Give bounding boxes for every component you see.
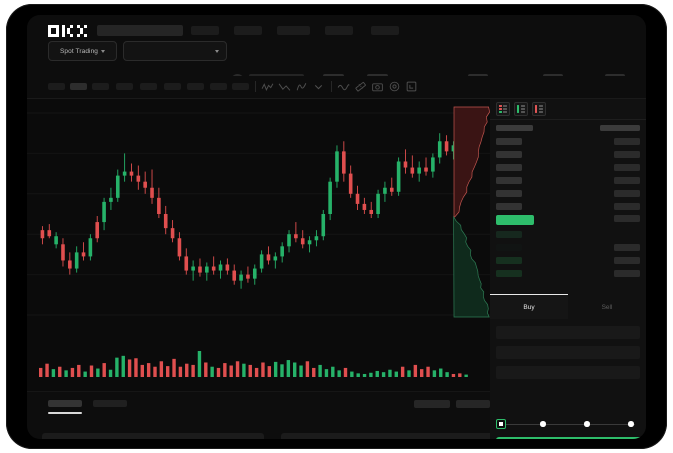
chevron-down-icon[interactable] <box>312 80 325 93</box>
orderbook-bid-row[interactable] <box>496 244 522 251</box>
gear-icon[interactable] <box>388 80 401 93</box>
interval-button-7[interactable] <box>187 83 204 90</box>
top-navigation-bar <box>27 15 646 44</box>
orderbook-ask-amount <box>614 164 640 171</box>
orderbook-ask-row[interactable] <box>496 203 522 210</box>
interval-button-3[interactable] <box>92 83 109 90</box>
stepper-step-1[interactable] <box>540 421 546 427</box>
orderbook-ask-row[interactable] <box>496 177 522 184</box>
total-field[interactable] <box>496 366 640 379</box>
orderbook-ask-row[interactable] <box>496 190 522 197</box>
indicators-icon[interactable] <box>295 80 308 93</box>
buy-sell-tab-bar: Buy Sell <box>490 294 646 319</box>
stepper-step-3[interactable] <box>628 421 634 427</box>
trading-mode-label: Spot Trading <box>59 47 99 55</box>
orderbook-bid-amount <box>614 244 640 251</box>
tab-sell[interactable]: Sell <box>601 303 613 311</box>
volume-chart[interactable] <box>27 331 490 391</box>
tab-active-underline <box>48 412 82 414</box>
interval-button-5[interactable] <box>140 83 157 90</box>
okx-logo-icon[interactable] <box>48 25 89 37</box>
tab-buy[interactable]: Buy <box>490 294 568 319</box>
ruler-icon[interactable] <box>354 80 367 93</box>
interval-button-8[interactable] <box>210 83 227 90</box>
camera-icon[interactable] <box>371 80 384 93</box>
orderbook-ask-amount <box>614 138 640 145</box>
price-field[interactable] <box>496 326 640 339</box>
orderbook-header-amount <box>600 125 640 131</box>
orderbook-ask-amount <box>614 151 640 158</box>
pair-select[interactable] <box>123 41 227 61</box>
interval-button-6[interactable] <box>164 83 181 90</box>
last-price-row <box>496 215 534 225</box>
orderbook-ask-row[interactable] <box>496 164 522 171</box>
orderbook-view-both-icon[interactable] <box>496 102 510 116</box>
toolbar-divider <box>331 81 332 92</box>
amount-percent-stepper[interactable] <box>496 419 640 429</box>
orderbook-bid-amount <box>614 257 640 264</box>
orderbook-ask-amount <box>614 215 640 222</box>
app-screen: Spot Trading <box>27 15 646 439</box>
orders-tab-bar <box>27 391 490 421</box>
bottom-card-2[interactable] <box>281 433 503 439</box>
chart-toolbar <box>27 76 646 99</box>
orderbook-ask-amount <box>614 203 640 210</box>
orderbook-ask-row[interactable] <box>496 151 522 158</box>
bottom-card-1[interactable] <box>42 433 264 439</box>
stepper-track <box>501 423 635 425</box>
amount-field[interactable] <box>496 346 640 359</box>
submit-order-button[interactable] <box>496 437 646 439</box>
orderbook-ask-amount <box>614 190 640 197</box>
market-header-bar <box>27 44 646 76</box>
price-chart[interactable] <box>27 99 490 331</box>
wave-icon[interactable] <box>337 80 350 93</box>
interval-button-4[interactable] <box>116 83 133 90</box>
nav-item-5[interactable] <box>371 26 399 35</box>
toolbar-divider <box>255 81 256 92</box>
global-search-input[interactable] <box>97 25 183 36</box>
device-frame: Spot Trading <box>6 4 667 449</box>
orderbook-view-asks-icon[interactable] <box>532 102 546 116</box>
stepper-step-2[interactable] <box>584 421 590 427</box>
nav-item-4[interactable] <box>325 26 353 35</box>
orderbook-ask-amount <box>614 177 640 184</box>
trading-mode-select[interactable]: Spot Trading <box>48 41 117 61</box>
orderbook-divider <box>490 119 646 120</box>
orderbook-bid-row[interactable] <box>496 257 522 264</box>
fullscreen-icon[interactable] <box>405 80 418 93</box>
orderbook-view-bids-icon[interactable] <box>514 102 528 116</box>
nav-item-1[interactable] <box>191 26 219 35</box>
stepper-step-0[interactable] <box>496 419 506 429</box>
bottom-action-1[interactable] <box>414 400 450 408</box>
tab-order-history[interactable] <box>93 400 127 407</box>
nav-item-2[interactable] <box>234 26 262 35</box>
interval-button-2[interactable] <box>70 83 87 90</box>
orderbook-panel: Buy Sell <box>490 99 646 439</box>
chevron-down-icon <box>101 49 106 53</box>
orderbook-header-price <box>496 125 533 131</box>
interval-button-1[interactable] <box>48 83 65 90</box>
orderbook-bid-amount <box>614 270 640 277</box>
bottom-action-2[interactable] <box>456 400 490 408</box>
trend-line-icon[interactable] <box>278 80 291 93</box>
line-chart-icon[interactable] <box>261 80 274 93</box>
chevron-down-icon <box>215 50 219 53</box>
nav-item-3[interactable] <box>277 26 310 35</box>
tab-open-orders[interactable] <box>48 400 82 407</box>
orderbook-bid-row[interactable] <box>496 231 522 238</box>
orderbook-bid-row[interactable] <box>496 270 522 277</box>
orderbook-ask-row[interactable] <box>496 138 522 145</box>
interval-button-9[interactable] <box>232 83 249 90</box>
